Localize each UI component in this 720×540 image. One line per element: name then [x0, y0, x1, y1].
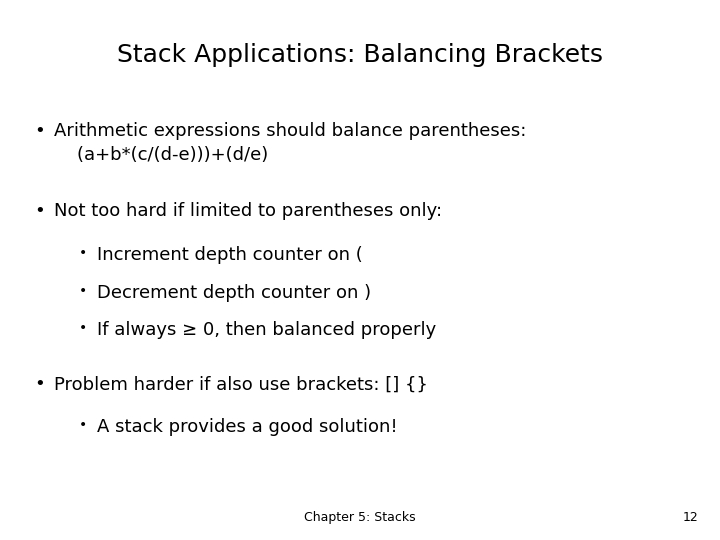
Text: 12: 12 — [683, 511, 698, 524]
Text: •: • — [78, 284, 87, 298]
Text: If always ≥ 0, then balanced properly: If always ≥ 0, then balanced properly — [97, 321, 436, 339]
Text: Problem harder if also use brackets: [] {}: Problem harder if also use brackets: [] … — [54, 375, 428, 393]
Text: •: • — [35, 202, 45, 220]
Text: •: • — [35, 375, 45, 393]
Text: Increment depth counter on (: Increment depth counter on ( — [97, 246, 363, 264]
Text: •: • — [78, 418, 87, 433]
Text: •: • — [78, 321, 87, 335]
Text: Chapter 5: Stacks: Chapter 5: Stacks — [304, 511, 416, 524]
Text: Not too hard if limited to parentheses only:: Not too hard if limited to parentheses o… — [54, 202, 442, 220]
Text: Stack Applications: Balancing Brackets: Stack Applications: Balancing Brackets — [117, 43, 603, 67]
Text: A stack provides a good solution!: A stack provides a good solution! — [97, 418, 398, 436]
Text: Decrement depth counter on ): Decrement depth counter on ) — [97, 284, 372, 301]
Text: •: • — [35, 122, 45, 139]
Text: Arithmetic expressions should balance parentheses:
    (a+b*(c/(d-e)))+(d/e): Arithmetic expressions should balance pa… — [54, 122, 526, 165]
Text: •: • — [78, 246, 87, 260]
